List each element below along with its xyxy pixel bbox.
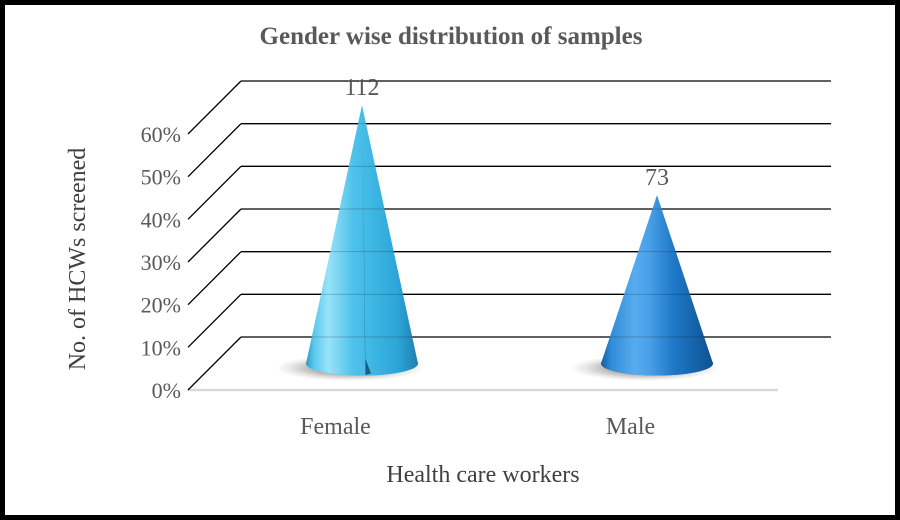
gridlines: 0% 10% 20% 30% 40% 50% 60% <box>141 80 831 403</box>
y-tick-label: 60% <box>141 122 181 147</box>
cone-body <box>306 105 418 376</box>
y-axis-title: No. of HCWs screened <box>65 148 91 371</box>
gridline-diagonal <box>187 208 242 263</box>
cone-seam <box>362 111 371 375</box>
cones: 112 73 <box>276 75 719 381</box>
y-tick-label: 10% <box>141 335 181 360</box>
category-label: Female <box>300 414 371 440</box>
y-tick-label: 50% <box>141 165 181 190</box>
cone-body <box>601 195 713 376</box>
value-label: 73 <box>645 165 669 191</box>
cone-male: 73 <box>571 165 719 381</box>
chart-title: Gender wise distribution of samples <box>260 23 643 50</box>
labels: Gender wise distribution of samples Heal… <box>65 23 655 488</box>
gridline-diagonal <box>187 293 242 348</box>
y-tick-label: 40% <box>141 207 181 232</box>
cone-chart: 0% 10% 20% 30% 40% 50% 60% 112 73 Gender wise d… <box>65 23 831 488</box>
gridline-overlay <box>241 80 831 338</box>
x-axis-title: Health care workers <box>386 462 579 488</box>
category-label: Male <box>606 414 655 440</box>
y-tick-label: 30% <box>141 250 181 275</box>
gridline-diagonal <box>187 336 242 391</box>
gridline-diagonal <box>187 123 242 178</box>
y-tick-label: 20% <box>141 293 181 318</box>
gridline-diagonal <box>187 80 242 135</box>
y-tick-label: 0% <box>152 378 181 403</box>
gridline-diagonal <box>187 165 242 220</box>
gridline-diagonal <box>187 251 242 306</box>
value-label: 112 <box>344 75 379 101</box>
cone-female: 112 <box>276 75 424 381</box>
